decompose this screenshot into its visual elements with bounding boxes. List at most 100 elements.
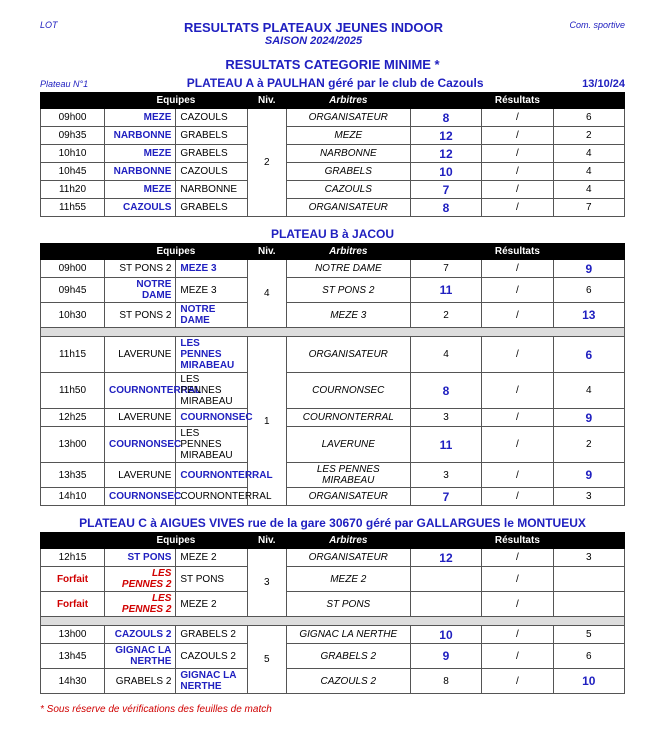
team2-cell: ST PONS bbox=[176, 567, 247, 592]
table-row: 13h00CAZOULS 2GRABELS 25GIGNAC LA NERTHE… bbox=[41, 626, 625, 644]
col-res: Résultats bbox=[410, 93, 624, 109]
footer-note: * Sous réserve de vérifications des feui… bbox=[40, 704, 625, 715]
team2-cell: MEZE 3 bbox=[176, 278, 247, 303]
plateau-number: Plateau N°1 bbox=[40, 79, 88, 89]
time-cell: 12h15 bbox=[41, 549, 105, 567]
plateau-b-title: PLATEAU B à JACOU bbox=[40, 227, 625, 241]
table-row: 12h15ST PONSMEZE 23ORGANISATEUR12/3 bbox=[41, 549, 625, 567]
team2-cell: GRABELS bbox=[176, 199, 247, 217]
team2-cell: GRABELS bbox=[176, 127, 247, 145]
time-cell: 11h55 bbox=[41, 199, 105, 217]
score2-cell: 9 bbox=[553, 260, 624, 278]
team1-cell: MEZE bbox=[105, 109, 176, 127]
score-sep: / bbox=[482, 567, 553, 592]
score-sep: / bbox=[482, 463, 553, 488]
table-row: ForfaitLES PENNES 2ST PONSMEZE 2/ bbox=[41, 567, 625, 592]
team2-cell: GRABELS bbox=[176, 145, 247, 163]
team2-cell: MEZE 2 bbox=[176, 549, 247, 567]
team1-cell: COURNONTERRAL bbox=[105, 373, 176, 409]
team1-cell: MEZE bbox=[105, 145, 176, 163]
score-sep: / bbox=[482, 373, 553, 409]
team2-cell: CAZOULS bbox=[176, 163, 247, 181]
table-row: 13h45GIGNAC LA NERTHECAZOULS 2GRABELS 29… bbox=[41, 644, 625, 669]
time-cell: 10h30 bbox=[41, 303, 105, 328]
score-sep: / bbox=[482, 669, 553, 694]
arbitre-cell: GRABELS bbox=[286, 163, 410, 181]
table-row: 13h35LAVERUNECOURNONTERRALLES PENNES MIR… bbox=[41, 463, 625, 488]
team1-cell: LAVERUNE bbox=[105, 409, 176, 427]
score1-cell: 8 bbox=[410, 199, 481, 217]
score2-cell: 3 bbox=[553, 488, 624, 506]
team1-cell: COURNONSEC bbox=[105, 488, 176, 506]
time-cell: 13h45 bbox=[41, 644, 105, 669]
time-cell: 09h00 bbox=[41, 260, 105, 278]
score-sep: / bbox=[482, 163, 553, 181]
score2-cell: 13 bbox=[553, 303, 624, 328]
table-row: 11h20MEZENARBONNECAZOULS7/4 bbox=[41, 181, 625, 199]
table-row: 11h15LAVERUNELES PENNES MIRABEAU1ORGANIS… bbox=[41, 337, 625, 373]
score1-cell bbox=[410, 592, 481, 617]
score1-cell: 10 bbox=[410, 626, 481, 644]
team1-cell: CAZOULS bbox=[105, 199, 176, 217]
score2-cell: 4 bbox=[553, 181, 624, 199]
table-row: 10h30ST PONS 2NOTRE DAMEMEZE 32/13 bbox=[41, 303, 625, 328]
plateau-b-table: Equipes Niv. Arbitres Résultats 09h00ST … bbox=[40, 243, 625, 506]
table-row: 10h45NARBONNECAZOULSGRABELS10/4 bbox=[41, 163, 625, 181]
score-sep: / bbox=[482, 644, 553, 669]
team1-cell: MEZE bbox=[105, 181, 176, 199]
score-sep: / bbox=[482, 409, 553, 427]
season-label: SAISON 2024/2025 bbox=[58, 35, 570, 47]
team2-cell: GIGNAC LA NERTHE bbox=[176, 669, 247, 694]
table-row: 12h25LAVERUNECOURNONSECCOURNONTERRAL3/9 bbox=[41, 409, 625, 427]
score2-cell: 4 bbox=[553, 145, 624, 163]
score1-cell: 3 bbox=[410, 463, 481, 488]
score-sep: / bbox=[482, 303, 553, 328]
time-cell: 13h35 bbox=[41, 463, 105, 488]
team2-cell: CAZOULS 2 bbox=[176, 644, 247, 669]
team1-cell: ST PONS 2 bbox=[105, 303, 176, 328]
score2-cell: 2 bbox=[553, 127, 624, 145]
team1-cell: GRABELS 2 bbox=[105, 669, 176, 694]
score1-cell: 10 bbox=[410, 163, 481, 181]
time-cell: 09h45 bbox=[41, 278, 105, 303]
arbitre-cell: NARBONNE bbox=[286, 145, 410, 163]
score1-cell: 12 bbox=[410, 145, 481, 163]
team1-cell: GIGNAC LA NERTHE bbox=[105, 644, 176, 669]
score-sep: / bbox=[482, 181, 553, 199]
forfait-label: Forfait bbox=[41, 592, 105, 617]
score-sep: / bbox=[482, 626, 553, 644]
table-row: 09h00ST PONS 2MEZE 34NOTRE DAME7/9 bbox=[41, 260, 625, 278]
score-sep: / bbox=[482, 260, 553, 278]
time-cell: 12h25 bbox=[41, 409, 105, 427]
score-sep: / bbox=[482, 145, 553, 163]
time-cell: 10h10 bbox=[41, 145, 105, 163]
score1-cell: 8 bbox=[410, 109, 481, 127]
team1-cell: ST PONS 2 bbox=[105, 260, 176, 278]
arbitre-cell: GIGNAC LA NERTHE bbox=[286, 626, 410, 644]
score2-cell: 9 bbox=[553, 409, 624, 427]
team1-cell: LAVERUNE bbox=[105, 337, 176, 373]
score2-cell: 4 bbox=[553, 373, 624, 409]
team2-cell: MEZE 2 bbox=[176, 592, 247, 617]
score-sep: / bbox=[482, 427, 553, 463]
arbitre-cell: MEZE bbox=[286, 127, 410, 145]
time-cell: 09h35 bbox=[41, 127, 105, 145]
plateau-a-table: Equipes Niv. Arbitres Résultats 09h00MEZ… bbox=[40, 92, 625, 217]
score2-cell: 7 bbox=[553, 199, 624, 217]
team2-cell: NOTRE DAME bbox=[176, 303, 247, 328]
arbitre-cell: CAZOULS bbox=[286, 181, 410, 199]
arbitre-cell: LES PENNES MIRABEAU bbox=[286, 463, 410, 488]
forfait-label: Forfait bbox=[41, 567, 105, 592]
col-arb: Arbitres bbox=[286, 93, 410, 109]
score-sep: / bbox=[482, 488, 553, 506]
spacer-row bbox=[41, 617, 625, 626]
score1-cell: 7 bbox=[410, 181, 481, 199]
score1-cell: 11 bbox=[410, 278, 481, 303]
time-cell: 13h00 bbox=[41, 427, 105, 463]
score1-cell: 7 bbox=[410, 488, 481, 506]
score2-cell: 10 bbox=[553, 669, 624, 694]
score2-cell: 6 bbox=[553, 644, 624, 669]
plateau-c-title: PLATEAU C à AIGUES VIVES rue de la gare … bbox=[40, 516, 625, 530]
arbitre-cell: ORGANISATEUR bbox=[286, 549, 410, 567]
table-row: 09h45NOTRE DAMEMEZE 3ST PONS 211/6 bbox=[41, 278, 625, 303]
